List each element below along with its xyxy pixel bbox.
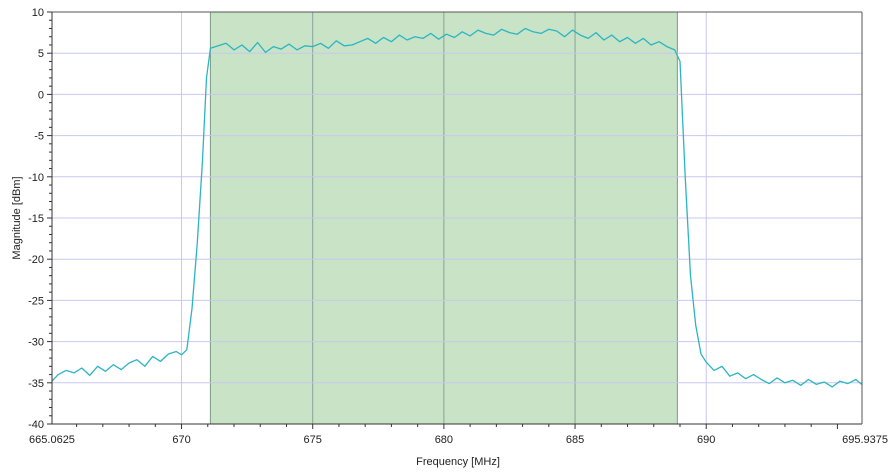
y-tick-label: -10: [28, 172, 44, 184]
y-tick-label: -20: [28, 254, 44, 266]
y-tick-label: 10: [32, 7, 44, 19]
x-tick-label: 670: [172, 434, 190, 446]
x-tick-label: 685: [566, 434, 584, 446]
series-line: [51, 27, 863, 388]
y-tick-label: -15: [28, 213, 44, 225]
y-axis-title: Magnitude [dBm]: [11, 176, 23, 259]
y-tick-label: -35: [28, 378, 44, 390]
x-tick-label: 665.0625: [29, 434, 75, 446]
grid-layer: [52, 12, 862, 424]
axis-layer: [47, 11, 863, 429]
y-tick-label: 0: [38, 89, 44, 101]
x-tick-label: 695.9375: [842, 434, 888, 446]
y-tick-label: -25: [28, 295, 44, 307]
y-tick-label: -5: [34, 131, 44, 143]
y-tick-label: 5: [38, 48, 44, 60]
x-tick-label: 680: [435, 434, 453, 446]
y-tick-label: -40: [28, 419, 44, 431]
x-axis-title: Frequency [MHz]: [416, 456, 500, 468]
x-tick-label: 675: [304, 434, 322, 446]
y-tick-label: -30: [28, 337, 44, 349]
x-tick-label: 690: [697, 434, 715, 446]
series-layer: [51, 27, 863, 388]
tick-label-layer: 665.0625 670 675 680 685 690 695.9375 10 5 0 -5 -10…: [28, 7, 888, 446]
